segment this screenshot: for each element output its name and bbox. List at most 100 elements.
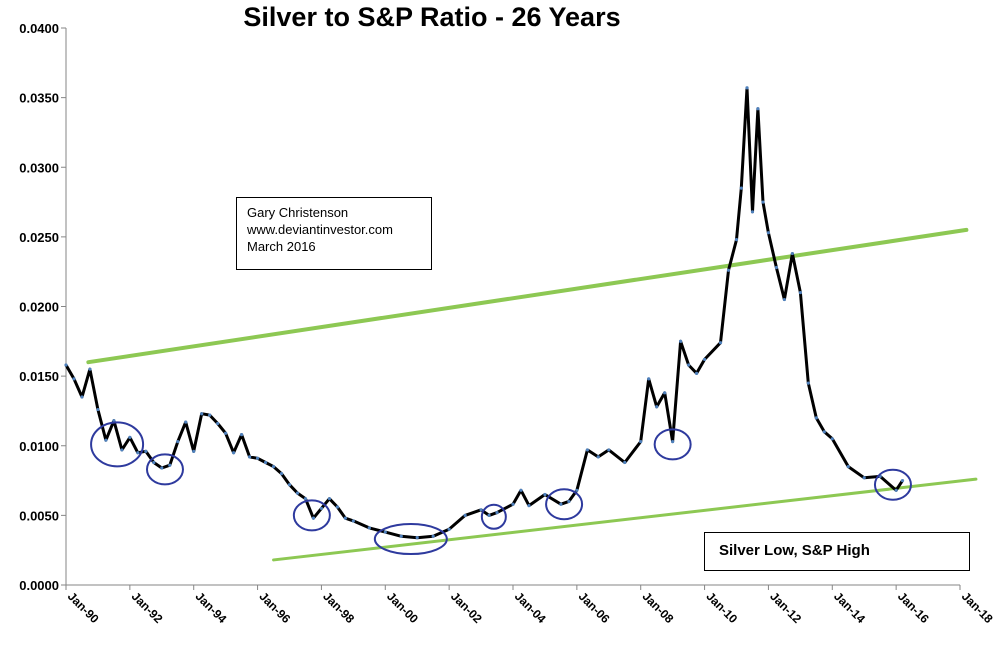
annotation-low-2000 <box>373 523 448 556</box>
author-date: March 2016 <box>247 239 316 254</box>
annotation-low-2008 <box>653 428 692 461</box>
data-point <box>774 265 779 270</box>
x-tick-label: Jan-14 <box>831 589 868 626</box>
data-point <box>585 448 589 452</box>
data-point <box>104 438 108 442</box>
data-point <box>766 231 771 235</box>
x-tick-label: Jan-94 <box>193 589 230 626</box>
data-point <box>431 534 435 538</box>
y-tick-label: 0.0350 <box>19 91 59 106</box>
data-point <box>782 297 786 302</box>
data-point <box>152 460 156 465</box>
data-point <box>128 435 132 439</box>
data-point <box>168 463 172 467</box>
data-point <box>479 508 483 512</box>
x-tick-label: Jan-92 <box>129 589 166 626</box>
data-point <box>263 460 268 465</box>
x-tick-label: Jan-90 <box>65 589 102 626</box>
data-point <box>295 491 300 495</box>
y-tick-label: 0.0250 <box>19 230 59 245</box>
y-tick-label: 0.0100 <box>19 439 59 454</box>
y-tick-label: 0.0400 <box>19 21 59 36</box>
x-tick-label: Jan-16 <box>895 589 932 626</box>
data-point <box>511 502 515 506</box>
y-tick-label: 0.0050 <box>19 508 59 523</box>
x-tick-label: Jan-04 <box>512 589 549 626</box>
data-point <box>88 367 92 371</box>
data-point <box>623 460 627 465</box>
data-point <box>160 466 164 470</box>
series-silver-sp <box>64 86 905 540</box>
data-point <box>495 510 499 515</box>
data-point <box>519 488 523 492</box>
data-point <box>327 497 332 501</box>
data-point <box>694 371 699 375</box>
data-point <box>463 513 467 517</box>
author-name: Gary Christenson <box>247 205 349 220</box>
data-point <box>559 502 563 506</box>
data-point <box>216 421 220 426</box>
data-point <box>343 516 347 520</box>
data-point <box>64 363 68 367</box>
data-point <box>702 357 707 362</box>
annotation-low-1997 <box>292 499 331 532</box>
lower-trend <box>272 477 978 562</box>
data-point <box>900 478 905 483</box>
data-point <box>575 488 579 492</box>
data-point <box>271 465 276 469</box>
data-point <box>790 251 794 256</box>
data-point <box>679 339 683 343</box>
data-point <box>639 439 643 444</box>
data-point <box>671 439 675 444</box>
data-point <box>487 513 491 517</box>
data-point <box>287 483 292 487</box>
data-point <box>232 451 236 455</box>
data-point <box>72 377 76 381</box>
annotation-low-1993 <box>145 453 184 486</box>
data-point <box>192 449 196 453</box>
annotation-low-2015 <box>873 468 912 501</box>
data-point <box>750 210 755 214</box>
data-point <box>240 433 244 437</box>
x-tick-label: Jan-06 <box>576 589 613 626</box>
data-point <box>756 107 760 111</box>
data-point <box>655 405 659 409</box>
callout-box: Silver Low, S&P High <box>704 532 970 571</box>
data-point <box>739 186 743 190</box>
data-point <box>647 377 651 381</box>
x-tick-label: Jan-18 <box>959 589 995 626</box>
data-point <box>200 412 204 416</box>
data-point <box>846 465 850 469</box>
data-point <box>351 519 355 523</box>
x-tick-label: Jan-02 <box>448 589 485 626</box>
upper-trend <box>86 227 969 365</box>
data-point <box>830 437 834 441</box>
data-point <box>279 472 284 476</box>
data-point <box>247 455 252 459</box>
x-tick-label: Jan-12 <box>767 589 804 626</box>
data-point <box>383 530 387 534</box>
y-tick-label: 0.0150 <box>19 369 59 384</box>
data-point <box>176 439 180 444</box>
data-point <box>726 268 731 272</box>
y-tick-label: 0.0000 <box>19 578 59 593</box>
data-point <box>96 407 100 412</box>
y-tick-label: 0.0200 <box>19 300 59 315</box>
data-point <box>822 430 826 434</box>
annotation-low-1991 <box>90 421 145 468</box>
data-point <box>184 420 188 424</box>
data-point <box>527 504 531 508</box>
data-point <box>798 290 802 295</box>
data-point <box>745 86 749 90</box>
data-point <box>208 413 212 417</box>
data-point <box>120 448 124 452</box>
chart-title: Silver to S&P Ratio - 26 Years <box>243 2 620 32</box>
data-point <box>543 492 547 497</box>
x-tick-label: Jan-08 <box>640 589 677 626</box>
data-point <box>567 499 571 504</box>
data-point <box>415 536 419 540</box>
data-point <box>224 431 228 435</box>
data-point <box>255 456 260 460</box>
data-point <box>319 506 324 511</box>
